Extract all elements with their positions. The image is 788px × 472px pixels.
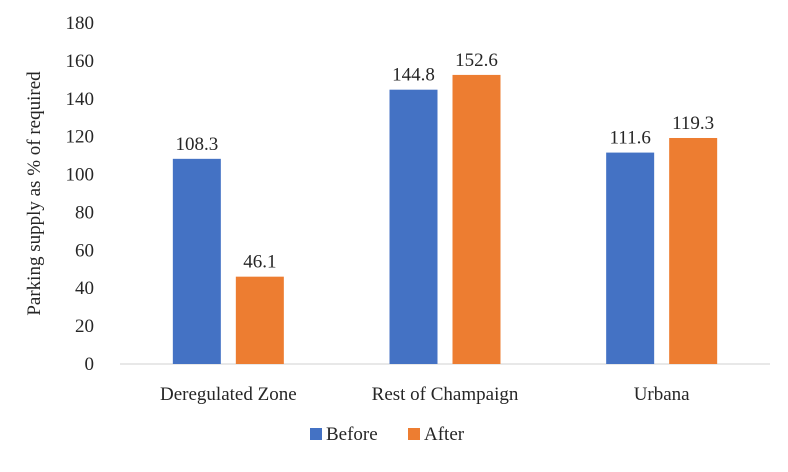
y-tick-label: 140 — [66, 89, 95, 110]
y-axis-title: Parking supply as % of required — [24, 71, 45, 316]
y-tick-label: 80 — [75, 202, 94, 223]
bar-after-1 — [452, 74, 501, 364]
y-tick-label: 180 — [66, 13, 95, 34]
y-axis-ticks: 0 20 40 60 80 100 120 140 160 180 — [66, 13, 95, 375]
bar-before-1 — [389, 89, 438, 364]
data-label: 152.6 — [455, 50, 498, 71]
data-label: 119.3 — [672, 113, 714, 134]
category-label: Rest of Champaign — [372, 384, 519, 405]
data-label: 46.1 — [243, 252, 276, 273]
bars — [172, 74, 718, 364]
category-label: Urbana — [634, 384, 690, 405]
data-label: 111.6 — [609, 128, 650, 149]
legend-label-before: Before — [326, 424, 378, 445]
y-tick-label: 20 — [75, 316, 94, 337]
bar-after-2 — [669, 137, 718, 364]
bar-before-2 — [606, 152, 655, 364]
data-label: 108.3 — [175, 134, 218, 155]
legend-swatch-after — [408, 428, 420, 440]
y-tick-label: 0 — [85, 354, 95, 375]
legend: Before After — [310, 424, 465, 445]
bar-before-0 — [172, 158, 221, 364]
y-tick-label: 160 — [66, 51, 95, 72]
legend-label-after: After — [424, 424, 465, 445]
category-labels: Deregulated Zone Rest of Champaign Urbana — [160, 384, 690, 405]
data-labels: 108.3 46.1 144.8 152.6 111.6 119.3 — [175, 50, 714, 273]
category-label: Deregulated Zone — [160, 384, 297, 405]
bar-after-0 — [235, 276, 284, 364]
y-tick-label: 60 — [75, 240, 94, 261]
y-tick-label: 40 — [75, 278, 94, 299]
y-tick-label: 100 — [66, 165, 95, 186]
legend-swatch-before — [310, 428, 322, 440]
y-tick-label: 120 — [66, 127, 95, 148]
data-label: 144.8 — [392, 65, 435, 86]
